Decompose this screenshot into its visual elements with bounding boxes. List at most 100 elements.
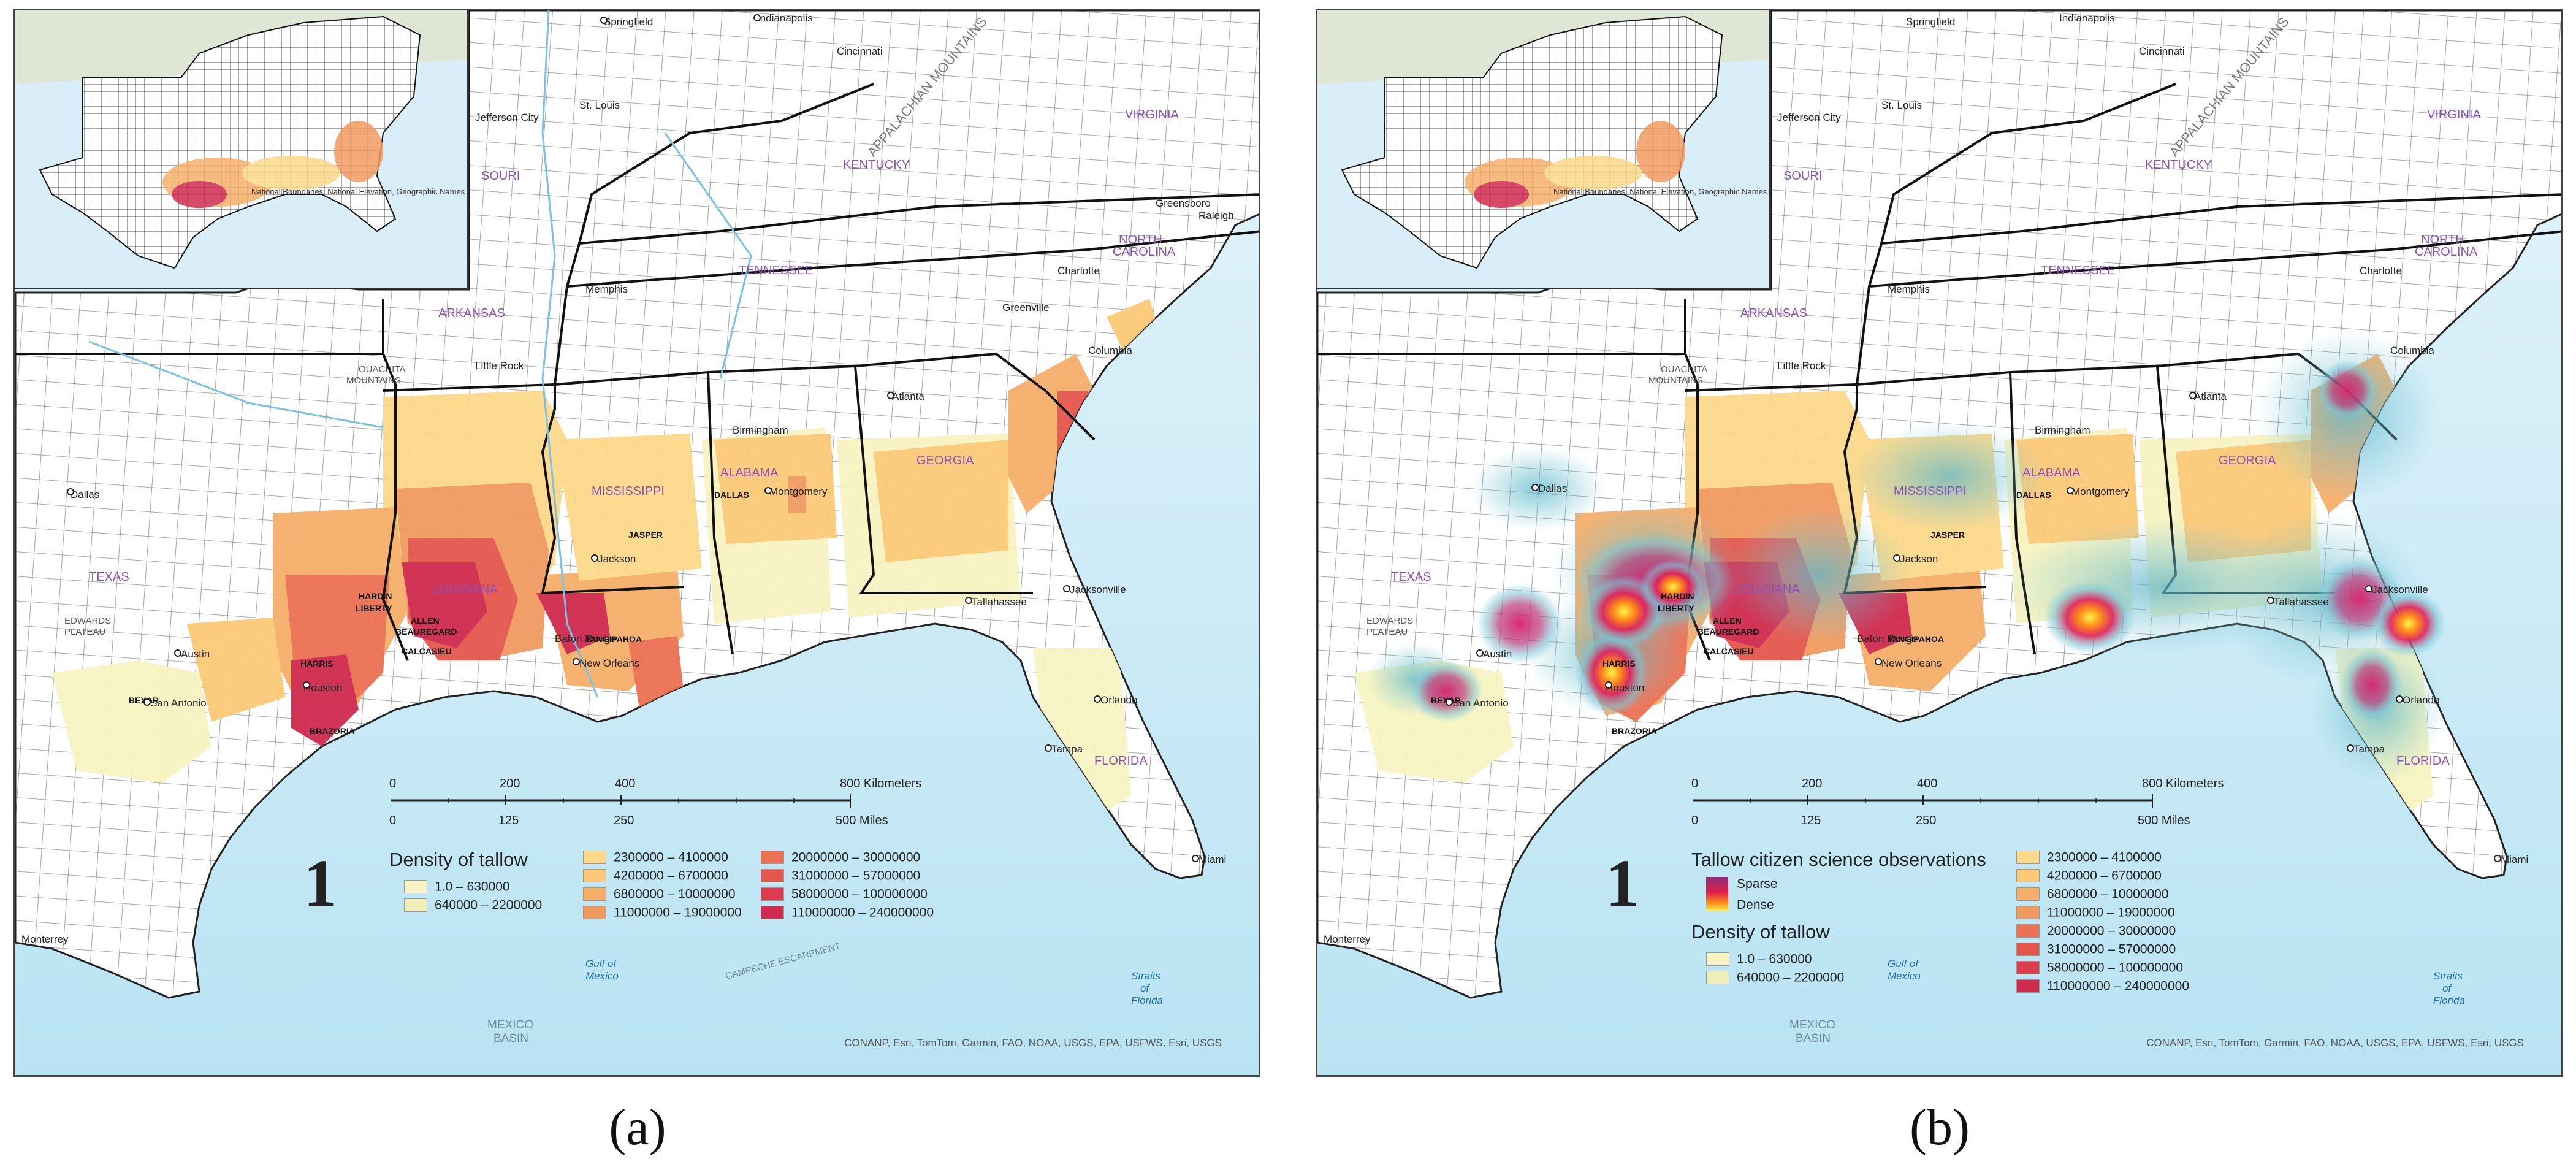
svg-text:Tallahassee: Tallahassee: [2274, 596, 2329, 608]
svg-text:Gulf of: Gulf of: [585, 958, 617, 970]
svg-text:HARRIS: HARRIS: [300, 659, 333, 668]
svg-text:OUACHITA: OUACHITA: [359, 364, 405, 375]
svg-text:Atlanta: Atlanta: [2194, 391, 2227, 402]
svg-text:Little Rock: Little Rock: [475, 360, 524, 372]
svg-text:Dallas: Dallas: [1538, 483, 1567, 494]
svg-text:MISSISSIPPI: MISSISSIPPI: [592, 484, 665, 498]
legend-class-6: 11000000 – 19000000: [2016, 905, 2175, 920]
legend-swatch: [2016, 943, 2040, 957]
svg-text:Miami: Miami: [1198, 854, 1226, 865]
svg-text:BEAUREGARD: BEAUREGARD: [1698, 627, 1759, 637]
legend-sparse-label: Sparse: [1737, 877, 1778, 891]
svg-text:MOUNTAINS: MOUNTAINS: [1648, 375, 1703, 386]
svg-text:Jacksonville: Jacksonville: [2372, 584, 2428, 595]
svg-text:Columbia: Columbia: [2390, 345, 2434, 356]
svg-text:Baton Rouge: Baton Rouge: [1857, 633, 1918, 645]
north-arrow-symbol: 1: [1606, 846, 1639, 920]
svg-text:Springfield: Springfield: [1906, 16, 1955, 28]
legend-density: Density of tallow 1.0 – 630000 640000 – …: [389, 841, 941, 964]
panel-caption-a: (a): [609, 1099, 666, 1156]
legend-swatch: [583, 906, 606, 920]
base-map: Springfield Indianapolis Cincinnati St. …: [15, 10, 1259, 1075]
svg-text:VIRGINIA: VIRGINIA: [1125, 108, 1179, 121]
north-arrow-symbol: 1: [303, 846, 337, 920]
svg-text:Jackson: Jackson: [598, 553, 636, 565]
svg-text:Cincinnati: Cincinnati: [2139, 45, 2185, 57]
svg-text:Greensboro: Greensboro: [1156, 197, 1211, 209]
legend-swatch: [2016, 906, 2040, 920]
svg-text:of: of: [1140, 982, 1150, 994]
svg-text:KENTUCKY: KENTUCKY: [843, 158, 910, 172]
scale-mi-tick-500: 500 Miles: [836, 814, 888, 827]
svg-text:MISSISSIPPI: MISSISSIPPI: [1894, 484, 1967, 498]
svg-text:Houston: Houston: [303, 682, 342, 694]
svg-text:Austin: Austin: [1483, 648, 1512, 660]
svg-text:PLATEAU: PLATEAU: [64, 627, 105, 637]
legend-swatch: [2016, 869, 2040, 883]
svg-text:BRAZORIA: BRAZORIA: [310, 726, 355, 736]
inset-attribution: National Boundaries, National Elevation,…: [1553, 187, 1771, 196]
svg-text:VIRGINIA: VIRGINIA: [2427, 108, 2481, 121]
svg-text:Miami: Miami: [2501, 854, 2528, 865]
legend-swatch: [2016, 887, 2040, 901]
svg-text:BEXAR: BEXAR: [1431, 695, 1461, 705]
scale-mi-tick-0: 0: [389, 814, 397, 827]
svg-text:Charlotte: Charlotte: [1057, 265, 1100, 277]
svg-text:NORTH: NORTH: [1119, 233, 1162, 247]
legend-class-8: 31000000 – 57000000: [2016, 942, 2176, 957]
legend-swatch: [761, 869, 784, 883]
scale-km-tick-800: 800 Kilometers: [2142, 777, 2224, 790]
svg-text:TEXAS: TEXAS: [89, 570, 129, 584]
svg-text:Birmingham: Birmingham: [2035, 424, 2090, 436]
scale-km-tick-200: 200: [1802, 777, 1823, 790]
svg-text:LIBERTY: LIBERTY: [1658, 603, 1695, 613]
legend-dense-label: Dense: [1737, 898, 1774, 912]
svg-text:Charlotte: Charlotte: [2360, 265, 2402, 277]
svg-text:Mexico: Mexico: [585, 970, 619, 982]
inset-locator-map: National Boundaries, National Elevation,…: [15, 10, 469, 289]
legend-observations-title: Tallow citizen science observations: [1691, 849, 1986, 870]
svg-text:EDWARDS: EDWARDS: [1366, 616, 1413, 626]
svg-text:Jacksonville: Jacksonville: [1070, 584, 1126, 595]
legend-swatch: [2016, 979, 2040, 993]
svg-text:Cincinnati: Cincinnati: [837, 45, 883, 57]
svg-text:Orlando: Orlando: [2403, 694, 2439, 706]
svg-text:PLATEAU: PLATEAU: [1366, 627, 1408, 637]
legend-class-3: 2300000 – 4100000: [2016, 850, 2162, 865]
svg-text:HARDIN: HARDIN: [1661, 591, 1694, 601]
svg-text:Florida: Florida: [1131, 995, 1163, 1006]
svg-text:MOUNTAINS: MOUNTAINS: [346, 375, 401, 386]
legend-class-7: 20000000 – 30000000: [2016, 924, 2176, 938]
legend-class-7: 20000000 – 30000000: [761, 850, 920, 865]
svg-text:Raleigh: Raleigh: [1198, 210, 1234, 221]
legend-swatch: [1706, 952, 1729, 966]
legend-density-title: Density of tallow: [1691, 921, 1830, 943]
svg-text:Houston: Houston: [1606, 682, 1644, 694]
scale-km-tick-400: 400: [615, 777, 636, 790]
svg-text:DALLAS: DALLAS: [714, 490, 749, 500]
svg-text:TENNESSEE: TENNESSEE: [2041, 264, 2115, 277]
legend-swatch: [2016, 924, 2040, 938]
svg-text:St. Louis: St. Louis: [1881, 99, 1922, 111]
legend-class-2: 640000 – 2200000: [1706, 970, 1844, 985]
svg-text:Columbia: Columbia: [1088, 345, 1132, 356]
svg-text:Gulf of: Gulf of: [1888, 958, 1919, 970]
inset-map-graphic: National Boundaries, National Elevation,…: [15, 10, 467, 288]
svg-text:Austin: Austin: [181, 648, 210, 660]
legend-class-5: 6800000 – 10000000: [2016, 887, 2169, 901]
svg-text:BASIN: BASIN: [1796, 1032, 1831, 1045]
legend-swatch: [583, 887, 606, 901]
svg-text:Atlanta: Atlanta: [892, 391, 924, 402]
legend-swatch: [404, 898, 427, 913]
legend-class-5: 6800000 – 10000000: [583, 887, 736, 901]
legend-swatch: [583, 851, 606, 865]
scale-mi-tick-125: 125: [1801, 814, 1821, 827]
svg-text:BASIN: BASIN: [493, 1032, 528, 1045]
svg-text:JASPER: JASPER: [1930, 530, 1965, 540]
svg-text:Little Rock: Little Rock: [1777, 360, 1826, 372]
svg-text:Orlando: Orlando: [1100, 694, 1137, 706]
svg-text:ALLEN: ALLEN: [411, 616, 440, 626]
svg-text:LOUISIANA: LOUISIANA: [1734, 583, 1800, 596]
svg-text:Tampa: Tampa: [1051, 743, 1083, 755]
svg-text:CALCASIEU: CALCASIEU: [402, 646, 452, 656]
